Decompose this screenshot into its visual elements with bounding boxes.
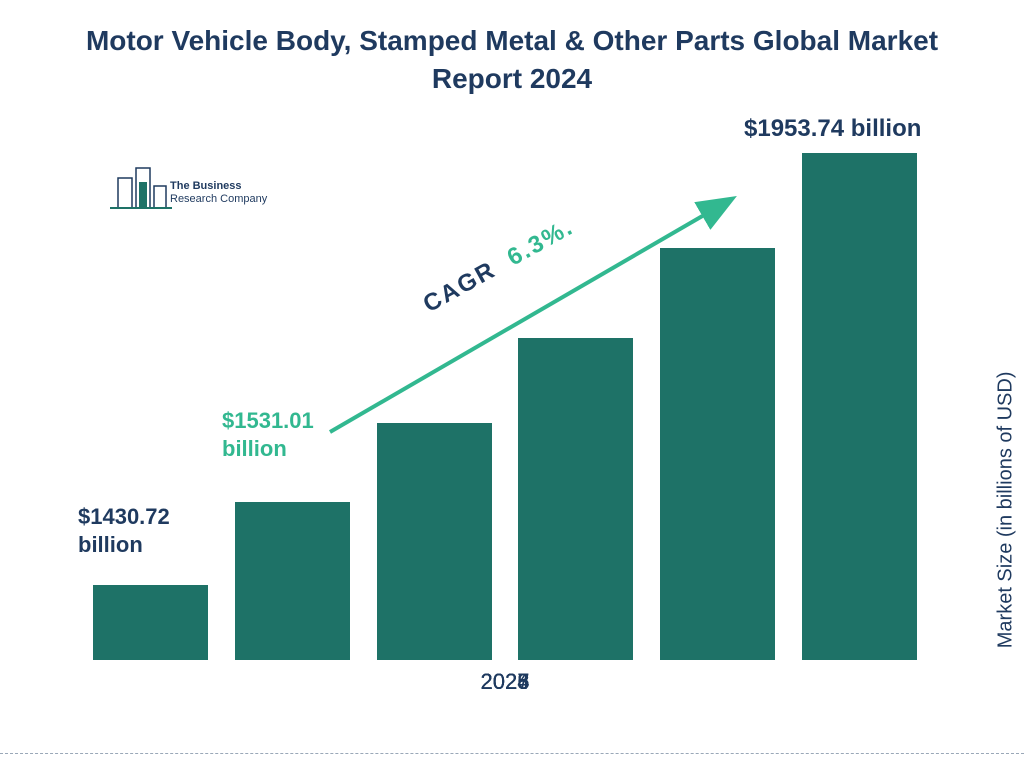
bar xyxy=(518,338,633,660)
bar xyxy=(377,423,492,660)
bar xyxy=(235,502,350,660)
bar-2025 xyxy=(367,423,502,660)
bar xyxy=(802,153,917,660)
x-axis-labels: 202320242025202620272028 xyxy=(80,660,930,700)
y-axis-label: Market Size (in billions of USD) xyxy=(995,372,1018,649)
bars-container xyxy=(80,140,930,660)
chart-title: Motor Vehicle Body, Stamped Metal & Othe… xyxy=(0,22,1024,98)
bar-chart: 202320242025202620272028 xyxy=(80,140,930,700)
bar-2026 xyxy=(508,338,643,660)
bottom-divider xyxy=(0,753,1024,754)
data-label-2: $1953.74 billion xyxy=(744,114,921,144)
data-label-0: $1430.72billion xyxy=(78,503,170,558)
bar-2023 xyxy=(83,585,218,660)
x-tick-label: 2028 xyxy=(438,669,573,695)
bar xyxy=(660,248,775,660)
data-label-1: $1531.01billion xyxy=(222,407,314,462)
bar-2028 xyxy=(792,153,927,660)
bar-2024 xyxy=(225,502,360,660)
bar xyxy=(93,585,208,660)
bar-2027 xyxy=(650,248,785,660)
